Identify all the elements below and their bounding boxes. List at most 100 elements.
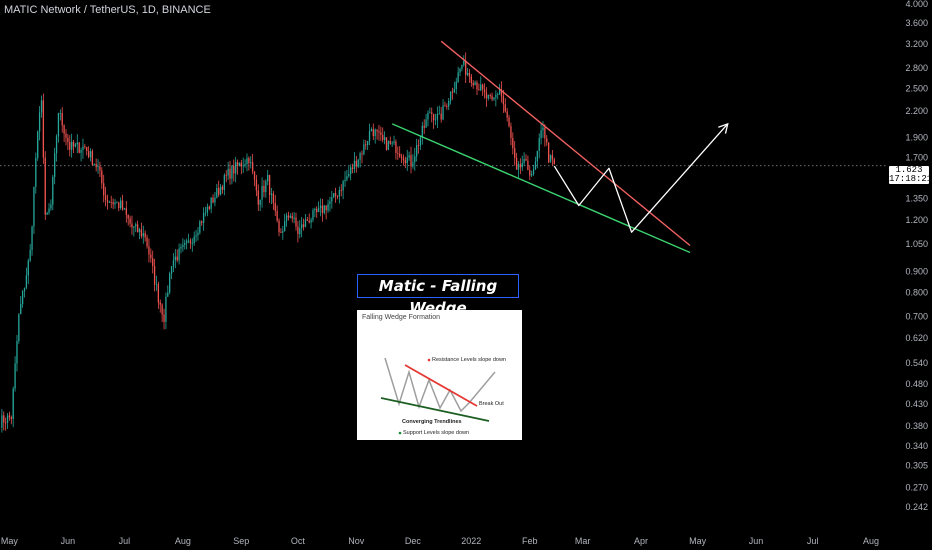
wedge-annotations (391, 40, 729, 254)
candle-body (142, 233, 144, 237)
candle-body (544, 127, 546, 139)
candle-body (93, 163, 95, 165)
candle-body (393, 141, 395, 143)
candle-body (261, 185, 263, 200)
candle-body (180, 246, 182, 249)
x-tick-label: Mar (575, 536, 591, 546)
candle-body (74, 144, 77, 147)
y-tick-label: 0.430 (905, 399, 928, 409)
candle-body (549, 155, 552, 163)
candle-body (487, 94, 489, 99)
candle-body (502, 96, 505, 105)
falling-wedge-diagram: Falling Wedge Formation Resistance Level… (357, 310, 522, 440)
candle-body (210, 197, 212, 209)
candle-body (89, 151, 92, 158)
candle-body (423, 125, 425, 128)
candle-body (434, 119, 437, 121)
candle-body (212, 197, 214, 203)
candle-body (21, 291, 24, 305)
candle-body (136, 224, 139, 233)
candle-body (174, 256, 176, 261)
candle-body (206, 206, 209, 213)
x-tick-label: 2022 (461, 536, 481, 546)
y-tick-label: 1.200 (905, 215, 928, 225)
candle-body (99, 166, 101, 171)
x-tick-label: Jun (749, 536, 764, 546)
candle-body (302, 224, 305, 227)
candle-body (238, 162, 241, 166)
candle-body (40, 100, 43, 113)
candle-body (319, 205, 322, 208)
candle-body (101, 170, 103, 184)
candle-body (138, 229, 141, 233)
candle-body (140, 229, 143, 237)
candle-body (274, 203, 276, 211)
candle-body (152, 258, 154, 266)
candle-body (363, 144, 365, 155)
candle-body (468, 72, 471, 77)
y-tick-label: 0.305 (905, 460, 928, 470)
candle-body (493, 97, 495, 100)
candle-body (284, 221, 286, 231)
candle-body (248, 158, 250, 164)
last-price-badge: 1.623 17:18:21 (889, 165, 932, 184)
candle-body (446, 106, 448, 107)
candle-body (246, 158, 248, 165)
candle-body (333, 193, 335, 198)
candle-body (472, 82, 474, 86)
candle-body (165, 296, 167, 322)
candle-body (308, 220, 310, 223)
candle-body (187, 240, 190, 242)
candle-body (182, 244, 184, 247)
candle-body (178, 248, 180, 261)
candle-body (265, 181, 267, 193)
candle-body (55, 136, 58, 154)
candle-body (451, 91, 454, 93)
x-tick-label: Sep (233, 536, 249, 546)
candle-body (419, 137, 422, 146)
candle-body (114, 202, 116, 205)
y-tick-label: 0.540 (905, 358, 928, 368)
candle-body (80, 150, 82, 153)
candle-body (540, 130, 542, 139)
candle-body (291, 215, 293, 219)
candle-body (106, 199, 109, 203)
candle-body (216, 187, 218, 198)
candle-body (417, 145, 420, 146)
y-tick-label: 1.350 (905, 194, 928, 204)
candle-body (76, 142, 78, 145)
candle-body (314, 208, 316, 211)
candle-body (416, 145, 418, 157)
candle-body (135, 224, 137, 227)
candle-body (442, 105, 444, 120)
candle-body (321, 205, 324, 213)
candle-body (523, 158, 525, 163)
candle-body (280, 232, 282, 233)
candle-body (127, 214, 129, 219)
candle-body (489, 94, 491, 96)
last-price-value: 1.623 (895, 165, 923, 175)
candle-body (267, 174, 269, 182)
candle-body (67, 137, 69, 143)
inset-support-label: Support Levels slope down (403, 430, 470, 436)
candle-body (425, 119, 427, 128)
candle-body (118, 202, 120, 209)
candle-body (465, 61, 467, 75)
candle-body (480, 84, 482, 91)
candle-body (387, 141, 390, 150)
candle-body (348, 173, 350, 177)
candle-body (104, 195, 107, 200)
candle-body (37, 131, 39, 158)
candle-body (120, 200, 122, 209)
y-tick-label: 1.900 (905, 133, 928, 143)
candle-body (531, 174, 533, 176)
candle-body (121, 200, 124, 210)
candle-body (48, 208, 50, 213)
candle-body (235, 162, 237, 174)
candle-body (167, 292, 169, 297)
candle-body (195, 235, 197, 237)
inset-resistance-label: Resistance Levels slope down (432, 357, 506, 363)
candle-body (221, 186, 224, 190)
candle-body (438, 113, 440, 115)
